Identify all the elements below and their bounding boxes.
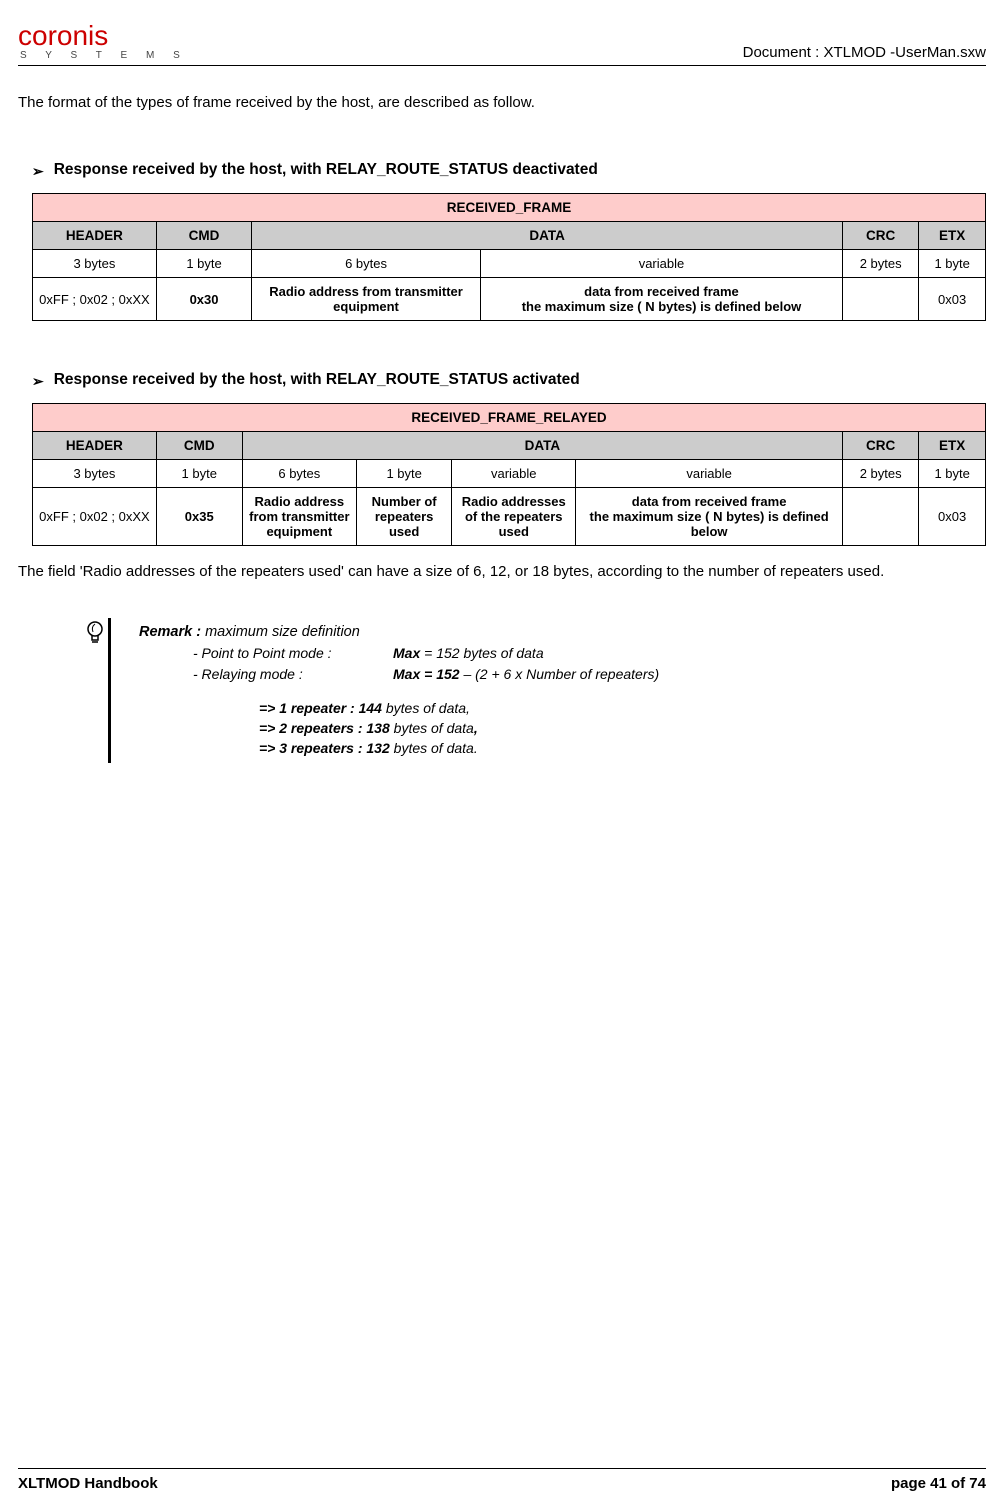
table-received-frame-relayed: RECEIVED_FRAME_RELAYED HEADER CMD DATA C… (32, 403, 986, 546)
mode-value: Max = 152 – (2 + 6 x Number of repeaters… (393, 664, 659, 684)
size-cell: 6 bytes (252, 250, 481, 278)
val-etx: 0x03 (919, 278, 986, 321)
section-heading-deactivated: ➢ Response received by the host, with RE… (32, 161, 986, 179)
col-data: DATA (242, 432, 842, 460)
page-header: coronis S Y S T E M S Document : XTLMOD … (18, 20, 986, 66)
remark-box: Remark : maximum size definition - Point… (108, 618, 926, 763)
remark-line: - Point to Point mode : Max = 152 bytes … (193, 643, 659, 663)
remark-line: => 3 repeaters : 132 bytes of data. (259, 738, 659, 758)
val-data1: Radio address from transmitter equipment (252, 278, 481, 321)
size-cell: 1 byte (919, 460, 986, 488)
size-cell: 3 bytes (33, 460, 157, 488)
section-title: Response received by the host, with RELA… (54, 161, 598, 179)
val-header: 0xFF ; 0x02 ; 0xXX (33, 488, 157, 546)
val-header: 0xFF ; 0x02 ; 0xXX (33, 278, 157, 321)
val-etx: 0x03 (919, 488, 986, 546)
size-cell: 2 bytes (843, 460, 919, 488)
remark-line: => 2 repeaters : 138 bytes of data, (259, 718, 659, 738)
remark-line: Remark : maximum size definition (139, 622, 659, 643)
remark-title: maximum size definition (201, 624, 360, 640)
col-etx: ETX (919, 432, 986, 460)
col-header: HEADER (33, 432, 157, 460)
intro-text: The format of the types of frame receive… (18, 94, 986, 111)
section-heading-activated: ➢ Response received by the host, with RE… (32, 371, 986, 389)
col-cmd: CMD (156, 222, 251, 250)
val-crc (843, 488, 919, 546)
table-received-frame: RECEIVED_FRAME HEADER CMD DATA CRC ETX 3… (32, 193, 986, 321)
val-cmd: 0x30 (156, 278, 251, 321)
val-d2: Number of repeaters used (357, 488, 452, 546)
logo-main: coronis (18, 20, 188, 52)
logo: coronis S Y S T E M S (18, 20, 188, 61)
table-title: RECEIVED_FRAME (33, 194, 986, 222)
mode-label: - Relaying mode : (193, 664, 393, 684)
col-header: HEADER (33, 222, 157, 250)
size-cell: 6 bytes (242, 460, 356, 488)
size-cell: 1 byte (357, 460, 452, 488)
val-cmd: 0x35 (156, 488, 242, 546)
col-data: DATA (252, 222, 843, 250)
remark-label: Remark : (139, 624, 201, 640)
size-cell: 1 byte (919, 250, 986, 278)
col-etx: ETX (919, 222, 986, 250)
document-reference: Document : XTLMOD -UserMan.sxw (743, 44, 986, 61)
val-data2: data from received frame the maximum siz… (480, 278, 842, 321)
logo-subtext: S Y S T E M S (20, 50, 188, 61)
size-cell: 2 bytes (843, 250, 919, 278)
chevron-icon: ➢ (32, 163, 44, 180)
page: coronis S Y S T E M S Document : XTLMOD … (0, 0, 1004, 1510)
footer-right: page 41 of 74 (891, 1475, 986, 1492)
size-cell: 1 byte (156, 250, 251, 278)
val-d4: data from received frame the maximum siz… (576, 488, 843, 546)
size-cell: variable (452, 460, 576, 488)
remark-line: => 1 repeater : 144 bytes of data, (259, 698, 659, 718)
mode-label: - Point to Point mode : (193, 643, 393, 663)
col-crc: CRC (843, 432, 919, 460)
footer-left: XLTMOD Handbook (18, 1475, 158, 1492)
col-cmd: CMD (156, 432, 242, 460)
table-title: RECEIVED_FRAME_RELAYED (33, 404, 986, 432)
size-cell: 1 byte (156, 460, 242, 488)
col-crc: CRC (843, 222, 919, 250)
mode-value: Max = 152 bytes of data (393, 643, 544, 663)
logo-text: coronis (18, 20, 108, 52)
val-d3: Radio addresses of the repeaters used (452, 488, 576, 546)
val-crc (843, 278, 919, 321)
size-cell: variable (480, 250, 842, 278)
size-cell: 3 bytes (33, 250, 157, 278)
size-cell: variable (576, 460, 843, 488)
val-d1: Radio address from transmitter equipment (242, 488, 356, 546)
section-title: Response received by the host, with RELA… (54, 371, 580, 389)
note-text: The field 'Radio addresses of the repeat… (18, 562, 986, 582)
remark-line: - Relaying mode : Max = 152 – (2 + 6 x N… (193, 664, 659, 684)
chevron-icon: ➢ (32, 373, 44, 390)
page-footer: XLTMOD Handbook page 41 of 74 (18, 1468, 986, 1492)
remark-body: Remark : maximum size definition - Point… (139, 622, 659, 759)
